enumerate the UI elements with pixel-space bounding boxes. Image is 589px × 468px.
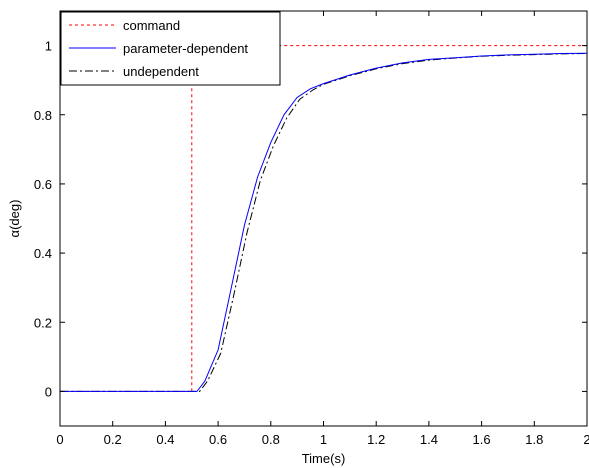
series-line-parameter-dependent <box>60 52 587 392</box>
x-tick-label: 1.4 <box>420 432 438 447</box>
y-tick-label: 0.2 <box>34 315 52 330</box>
legend-label-undependent: undependent <box>123 64 199 79</box>
x-tick-label: 0.8 <box>262 432 280 447</box>
x-tick-label: 0.4 <box>156 432 174 447</box>
x-tick-label: 1.6 <box>473 432 491 447</box>
y-tick-label: 0.8 <box>34 108 52 123</box>
y-tick-label: 0 <box>45 384 52 399</box>
x-tick-label: 1 <box>320 432 327 447</box>
x-tick-label: 0.2 <box>104 432 122 447</box>
y-axis-label: α(deg) <box>7 200 22 238</box>
series-line-undependent <box>60 53 587 392</box>
x-tick-label: 1.8 <box>525 432 543 447</box>
legend-label-parameter-dependent: parameter-dependent <box>123 41 248 56</box>
x-tick-label: 0 <box>56 432 63 447</box>
series-layer <box>60 45 587 392</box>
legend: command parameter-dependent undependent <box>60 11 281 86</box>
x-tick-label: 1.2 <box>367 432 385 447</box>
y-tick-label: 0.6 <box>34 177 52 192</box>
x-tick-label: 0.6 <box>209 432 227 447</box>
x-axis-label: Time(s) <box>302 451 346 466</box>
y-tick-label: 1 <box>45 39 52 54</box>
legend-label-command: command <box>123 18 180 33</box>
ticks-layer: 0 0.2 0.4 0.6 0.8 1 1.2 1.4 1.6 1.8 2 0 0.2 0.4 0.6 0.8… <box>34 11 589 447</box>
x-tick-label: 2 <box>583 432 589 447</box>
y-tick-label: 0.4 <box>34 246 52 261</box>
